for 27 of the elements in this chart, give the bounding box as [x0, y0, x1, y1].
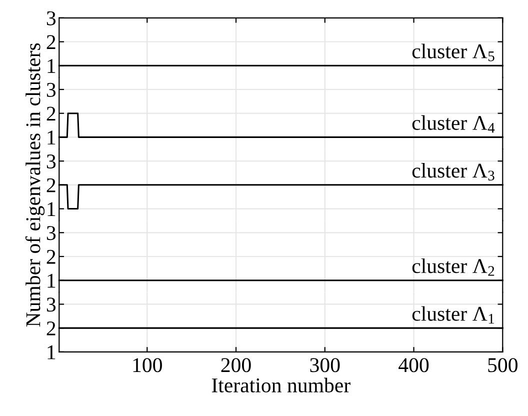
- legend-label: cluster Λ$_{1}$: [412, 306, 494, 324]
- x-tick-label: 500: [488, 358, 518, 372]
- y-tick-label: 3: [46, 11, 56, 26]
- y-tick-label: 1: [48, 130, 56, 144]
- y-tick-label: 1: [48, 202, 56, 216]
- y-tick-label: 3: [46, 82, 56, 97]
- y-tick-label: 1: [48, 59, 56, 73]
- series-label: cluster Λ$_{4}$: [412, 115, 495, 133]
- x-tick-label: 200: [221, 358, 251, 372]
- y-tick-label: 1: [48, 274, 56, 288]
- y-axis-title: Number of eigenvalues in clusters: [25, 43, 45, 327]
- y-tick-label: 2: [46, 106, 56, 121]
- series-label: cluster Λ$_{2}$: [412, 258, 494, 276]
- y-tick-label: 2: [46, 35, 56, 49]
- y-tick-label: 3: [46, 226, 56, 240]
- legend-label: cluster Λ$_{3}$: [412, 163, 494, 180]
- y-tick-label: 2: [46, 322, 56, 336]
- y-tick-label: 3: [46, 154, 56, 168]
- x-tick-label: 400: [398, 358, 429, 372]
- legend-label: cluster Λ$_{5}$: [412, 44, 494, 62]
- y-tick-label: 2: [46, 250, 56, 264]
- x-tick-label: 100: [133, 358, 162, 372]
- x-tick-label: 300: [310, 358, 340, 372]
- y-tick-label: 3: [46, 298, 56, 312]
- x-axis-title: Iteration number: [212, 378, 350, 392]
- y-tick-label: 1: [48, 345, 56, 360]
- y-tick-label: 2: [46, 178, 56, 192]
